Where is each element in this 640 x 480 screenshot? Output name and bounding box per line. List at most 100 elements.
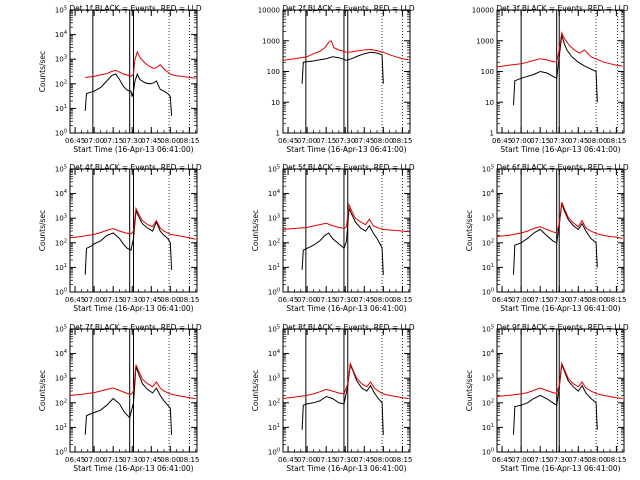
x-tick-label: 07:00 — [84, 296, 104, 304]
y-tick-label: 102 — [268, 398, 280, 407]
x-tick-label: 07:45 — [354, 296, 374, 304]
x-axis-label: Start Time (16-Apr-13 06:41:00) — [286, 145, 406, 154]
x-tick-label: 07:30 — [122, 296, 142, 304]
x-tick-label: 07:15 — [103, 296, 123, 304]
detector-panel-2: 1 10 100 1000 10000 06:4507:0007:1507:3007:45… — [258, 4, 415, 154]
x-axis-label: Start Time (16-Apr-13 06:41:00) — [286, 304, 406, 313]
series-line-lld — [282, 40, 409, 61]
x-tick-label: 07:00 — [297, 456, 317, 464]
x-tick-label: 07:45 — [354, 456, 374, 464]
x-tick-label: 08:00 — [373, 137, 393, 145]
x-axis-label: Start Time (16-Apr-13 06:41:00) — [73, 464, 193, 473]
panel-title: Det 3f BLACK = Events, RED = LLD — [496, 4, 629, 13]
y-tick-label: 103 — [55, 55, 67, 64]
y-tick-label: 10 — [485, 99, 494, 107]
y-tick-label: 104 — [268, 349, 280, 358]
x-axis-label: Start Time (16-Apr-13 06:41:00) — [500, 464, 620, 473]
x-tick-label: 07:15 — [530, 456, 550, 464]
y-tick-label: 100 — [55, 448, 67, 457]
detector-panel-1: 100 101 102 103 104 105 06:4507:0007:1507:3007… — [38, 4, 202, 154]
x-axis-label: Start Time (16-Apr-13 06:41:00) — [500, 145, 620, 154]
y-tick-label: 104 — [55, 349, 67, 358]
series-line-events — [301, 51, 384, 84]
y-tick-label: 105 — [482, 165, 494, 174]
panel-title: Det 4f BLACK = Events, RED = LLD — [69, 163, 202, 172]
detector-panel-8: 100 101 102 103 104 105 06:4507:0007:1507:3007… — [251, 323, 415, 473]
y-tick-label: 102 — [482, 238, 494, 247]
x-tick-label: 07:30 — [122, 456, 142, 464]
y-tick-label: 103 — [482, 214, 494, 223]
y-tick-label: 10000 — [472, 7, 494, 15]
series-line-events — [513, 362, 598, 435]
panel-title: Det 6f BLACK = Events, RED = LLD — [496, 163, 629, 172]
x-tick-label: 07:00 — [297, 296, 317, 304]
y-tick-label: 103 — [268, 214, 280, 223]
x-tick-label: 08:00 — [160, 137, 180, 145]
series-line-lld — [496, 201, 623, 239]
x-tick-label: 07:00 — [511, 296, 531, 304]
x-axis-label: Start Time (16-Apr-13 06:41:00) — [286, 464, 406, 473]
y-axis-label: Counts/sec — [38, 51, 47, 92]
x-tick-label: 08:15 — [606, 137, 626, 145]
y-tick-label: 100 — [55, 129, 67, 138]
x-tick-label: 07:00 — [511, 137, 531, 145]
x-tick-label: 08:15 — [606, 296, 626, 304]
x-tick-label: 08:00 — [373, 296, 393, 304]
series-line-lld — [69, 364, 196, 399]
y-tick-label: 102 — [55, 398, 67, 407]
plot-frame — [496, 328, 625, 453]
x-tick-label: 08:00 — [373, 456, 393, 464]
x-axis-label: Start Time (16-Apr-13 06:41:00) — [73, 145, 193, 154]
detector-panel-4: 100 101 102 103 104 105 06:4507:0007:1507:3007… — [38, 163, 202, 313]
x-tick-label: 08:15 — [179, 137, 199, 145]
y-tick-label: 1 — [490, 130, 494, 138]
panel-title: Det 7f BLACK = Events, RED = LLD — [69, 323, 202, 332]
panel-title: Det 9f BLACK = Events, RED = LLD — [496, 323, 629, 332]
y-tick-label: 101 — [268, 263, 280, 272]
y-tick-label: 100 — [481, 68, 494, 76]
y-tick-label: 1 — [276, 130, 280, 138]
y-axis-label: Counts/sec — [38, 370, 47, 411]
plot-frame — [496, 9, 625, 134]
series-line-lld — [496, 361, 623, 399]
x-tick-label: 06:45 — [65, 296, 85, 304]
x-tick-label: 06:45 — [278, 137, 298, 145]
y-tick-label: 103 — [482, 374, 494, 383]
series-line-events — [84, 208, 173, 275]
panel-title: Det 8f BLACK = Events, RED = LLD — [282, 323, 415, 332]
x-tick-label: 07:15 — [530, 137, 550, 145]
detector-panel-3: 1 10 100 1000 10000 06:4507:0007:1507:3007:45… — [472, 4, 629, 154]
series-line-events — [513, 35, 598, 106]
y-tick-label: 103 — [55, 214, 67, 223]
x-tick-label: 08:15 — [392, 456, 412, 464]
y-tick-label: 102 — [268, 238, 280, 247]
series-line-events — [84, 72, 173, 116]
series-line-lld — [282, 202, 409, 233]
x-tick-label: 06:45 — [278, 296, 298, 304]
y-tick-label: 102 — [482, 398, 494, 407]
x-tick-label: 07:00 — [84, 137, 104, 145]
y-tick-label: 1000 — [262, 37, 280, 45]
x-tick-label: 07:15 — [530, 296, 550, 304]
x-tick-label: 06:45 — [492, 296, 512, 304]
x-tick-label: 07:45 — [568, 456, 588, 464]
y-axis-label: Counts/sec — [251, 370, 260, 411]
y-tick-label: 103 — [55, 374, 67, 383]
x-tick-label: 06:45 — [65, 137, 85, 145]
series-line-events — [301, 362, 384, 435]
y-tick-label: 101 — [55, 423, 67, 432]
y-tick-label: 105 — [268, 325, 280, 334]
y-tick-label: 100 — [267, 68, 280, 76]
y-tick-label: 105 — [268, 165, 280, 174]
x-tick-label: 07:30 — [549, 456, 569, 464]
detector-panel-5: 100 101 102 103 104 105 06:4507:0007:1507:3007… — [251, 163, 415, 313]
x-tick-label: 08:00 — [160, 456, 180, 464]
detector-panel-9: 100 101 102 103 104 105 06:4507:0007:1507:3007… — [465, 323, 629, 473]
series-line-lld — [69, 206, 196, 240]
x-tick-label: 07:30 — [549, 137, 569, 145]
plot-frame — [496, 168, 625, 293]
x-tick-label: 06:45 — [492, 456, 512, 464]
y-tick-label: 1000 — [476, 37, 494, 45]
x-tick-label: 07:30 — [335, 296, 355, 304]
